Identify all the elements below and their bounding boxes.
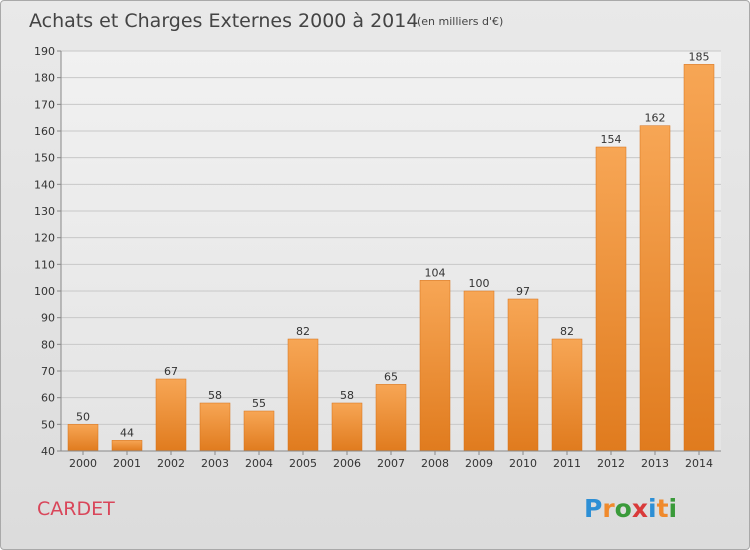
data-label-2012: 154 (601, 133, 622, 146)
y-tick-label: 190 (34, 45, 55, 58)
y-tick-label: 50 (41, 418, 55, 431)
data-label-2014: 185 (689, 50, 710, 63)
data-label-2000: 50 (76, 410, 90, 423)
x-tick-label: 2000 (69, 457, 97, 470)
data-label-2001: 44 (120, 426, 134, 439)
logo-letter: i (648, 494, 657, 523)
data-label-2004: 55 (252, 397, 266, 410)
data-label-2010: 97 (516, 285, 530, 298)
bar-2003 (199, 402, 231, 452)
y-tick-label: 70 (41, 365, 55, 378)
logo-letter: t (657, 494, 669, 523)
bar-2009 (463, 290, 495, 452)
data-label-2005: 82 (296, 325, 310, 338)
bar-2001 (111, 440, 143, 452)
bar-2005 (287, 338, 319, 452)
y-tick-label: 120 (34, 232, 55, 245)
y-tick-label: 40 (41, 445, 55, 458)
bar-2011 (551, 338, 583, 452)
x-tick-label: 2005 (289, 457, 317, 470)
y-tick-label: 130 (34, 205, 55, 218)
x-tick-label: 2003 (201, 457, 229, 470)
x-tick-label: 2013 (641, 457, 669, 470)
y-tick-label: 100 (34, 285, 55, 298)
x-tick-label: 2006 (333, 457, 361, 470)
bar-2000 (67, 424, 99, 452)
commune-name: CARDET (37, 498, 115, 520)
bar-2007 (375, 384, 407, 452)
logo-letter: r (602, 494, 615, 523)
y-tick-label: 160 (34, 125, 55, 138)
y-tick-label: 90 (41, 312, 55, 325)
x-axis-ticks: 2000 2001 2002 2003 2004 2005 2006 2007 2008 2009… (69, 451, 713, 470)
y-tick-label: 80 (41, 338, 55, 351)
x-tick-label: 2012 (597, 457, 625, 470)
logo-letter: P (584, 494, 602, 523)
data-label-2011: 82 (560, 325, 574, 338)
logo-letter: x (632, 494, 648, 523)
bars (67, 64, 715, 452)
data-label-2009: 100 (469, 277, 490, 290)
data-label-2008: 104 (425, 266, 446, 279)
x-tick-label: 2002 (157, 457, 185, 470)
chart-subtitle: (en milliers d'€) (417, 15, 503, 28)
data-label-2003: 58 (208, 389, 222, 402)
bar-2010 (507, 298, 539, 452)
logo-letter: o (615, 494, 632, 523)
chart-title: Achats et Charges Externes 2000 à 2014 (29, 10, 418, 32)
data-label-2007: 65 (384, 370, 398, 383)
bar-2006 (331, 402, 363, 452)
y-tick-label: 110 (34, 258, 55, 271)
x-tick-label: 2001 (113, 457, 141, 470)
x-tick-label: 2004 (245, 457, 273, 470)
x-tick-label: 2007 (377, 457, 405, 470)
y-tick-label: 180 (34, 72, 55, 85)
x-tick-label: 2011 (553, 457, 581, 470)
proxiti-logo: Proxiti (584, 494, 677, 523)
x-tick-label: 2014 (685, 457, 713, 470)
y-tick-label: 170 (34, 98, 55, 111)
y-tick-label: 140 (34, 178, 55, 191)
y-axis-ticks: 40 50 60 70 80 90 100 110 120 130 140 150 160 170 180 1… (34, 45, 61, 458)
data-labels: 50 44 67 58 55 82 58 65 104 100 97 82 154 162 185 (76, 50, 710, 439)
y-tick-label: 60 (41, 392, 55, 405)
bar-2014 (683, 64, 715, 452)
logo-letter: i (669, 494, 678, 523)
bar-2008 (419, 280, 451, 452)
y-tick-label: 150 (34, 152, 55, 165)
data-label-2013: 162 (645, 112, 666, 125)
bar-2002 (155, 378, 187, 452)
bar-2013 (639, 125, 671, 452)
bar-2004 (243, 410, 275, 452)
data-label-2006: 58 (340, 389, 354, 402)
bar-2012 (595, 146, 627, 452)
data-label-2002: 67 (164, 365, 178, 378)
x-tick-label: 2008 (421, 457, 449, 470)
x-tick-label: 2009 (465, 457, 493, 470)
x-tick-label: 2010 (509, 457, 537, 470)
